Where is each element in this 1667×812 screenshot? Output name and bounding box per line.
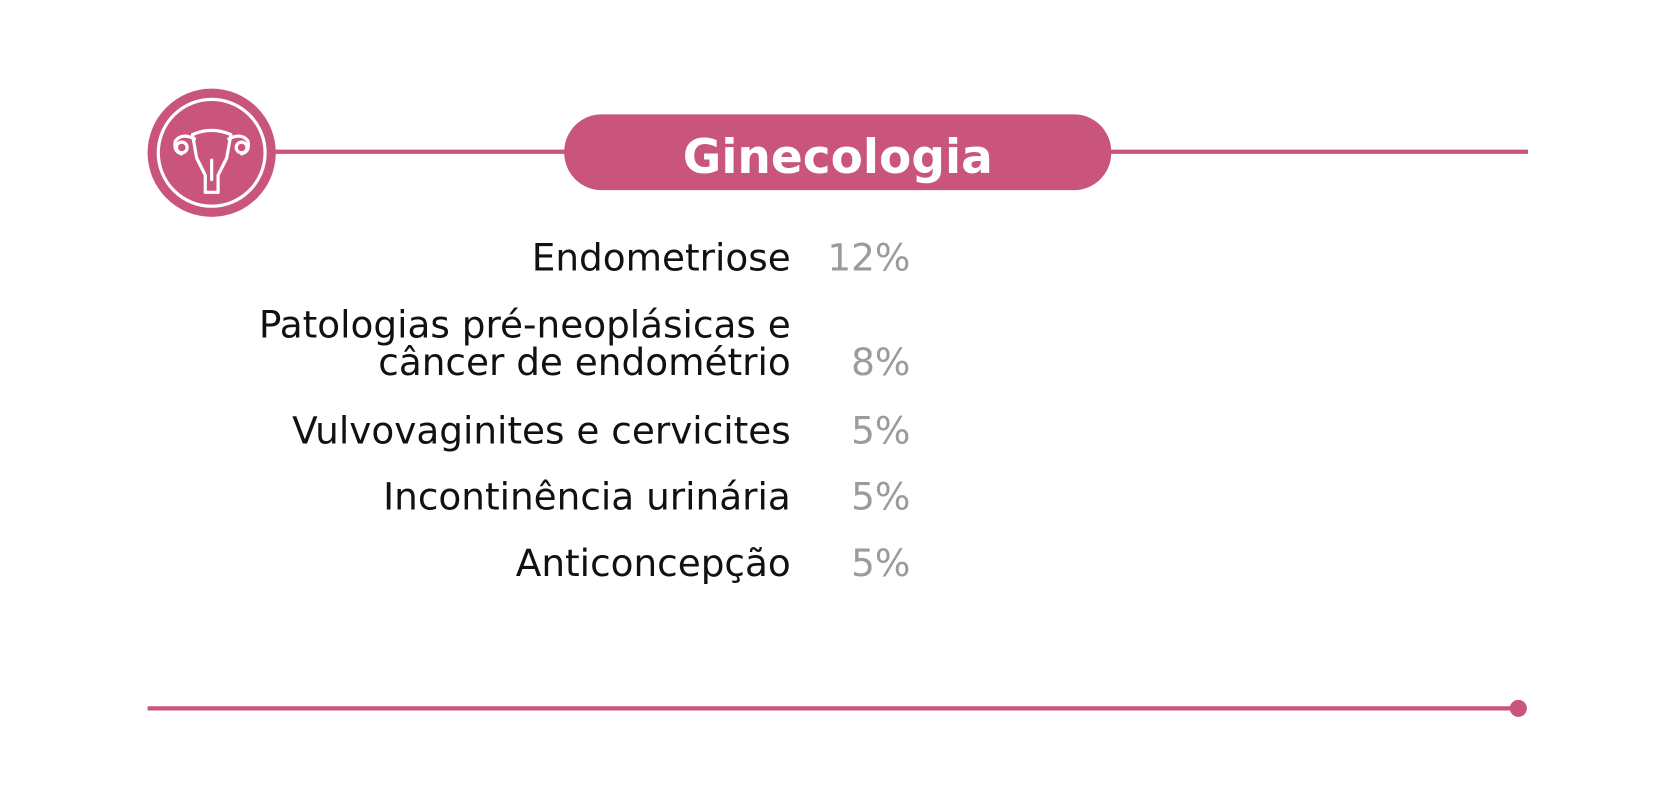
category-label: Endometriose xyxy=(532,235,791,279)
icon xyxy=(147,88,276,217)
value-label: 5% xyxy=(851,408,910,452)
value-label: 8% xyxy=(851,340,910,384)
value-label: 12% xyxy=(827,235,910,279)
footer-dot xyxy=(1509,699,1527,717)
category-label: Patologias pré-neoplásicas e câncer de en… xyxy=(259,303,791,384)
category-label: Vulvovaginites e cervicites xyxy=(292,408,791,452)
category-label: Anticoncepção xyxy=(516,541,791,585)
title-pill xyxy=(564,114,1112,191)
chart-title: Ginecologia xyxy=(683,130,993,185)
category-label: Incontinência urinária xyxy=(383,475,791,519)
value-label: 5% xyxy=(851,475,910,519)
value-label: 5% xyxy=(851,541,910,585)
